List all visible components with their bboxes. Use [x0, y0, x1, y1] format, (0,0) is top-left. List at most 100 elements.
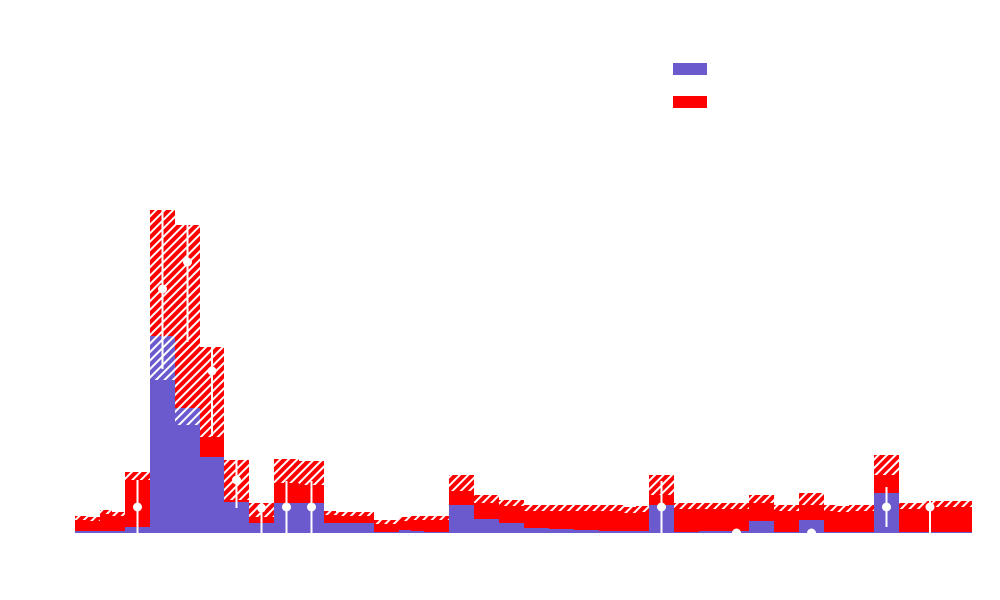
bar-segment — [949, 532, 972, 533]
uncertainty-hatch — [112, 512, 125, 516]
uncertainty-hatch — [936, 501, 949, 507]
uncertainty-hatch — [574, 505, 599, 511]
bar-segment — [774, 532, 786, 533]
bar-segment — [399, 519, 411, 530]
uncertainty-hatch — [274, 459, 299, 483]
bar-segment — [599, 508, 624, 531]
bar-segment — [786, 508, 799, 532]
uncertainty-hatch — [100, 510, 112, 514]
uncertainty-hatch — [824, 505, 836, 511]
uncertainty-hatch — [774, 505, 786, 511]
bar-segment — [499, 503, 524, 523]
bar-segment — [786, 532, 799, 533]
bar-segment — [349, 514, 361, 523]
bar-segment — [374, 532, 399, 533]
uncertainty-hatch — [349, 512, 361, 516]
uncertainty-hatch — [549, 505, 574, 511]
bar-segment — [936, 504, 949, 532]
bar-segment — [636, 509, 649, 531]
uncertainty-hatch — [749, 495, 774, 503]
bar-segment — [336, 514, 349, 523]
bar-segment — [524, 508, 549, 528]
uncertainty-hatch — [899, 503, 924, 509]
bar-segment — [112, 531, 125, 533]
legend-swatch — [673, 63, 707, 75]
bar-segment — [574, 530, 599, 533]
bar-segment — [949, 504, 972, 532]
bar-segment — [449, 505, 474, 533]
bar-segment — [100, 531, 112, 533]
bar-segment — [75, 518, 87, 531]
bar-segment — [899, 506, 924, 532]
bar-segment — [836, 532, 849, 533]
bar-segment — [474, 499, 499, 519]
bar-segment — [175, 408, 200, 533]
bar-segment — [824, 508, 836, 532]
bar-segment — [112, 514, 125, 531]
bar-segment — [549, 529, 574, 533]
uncertainty-hatch — [636, 506, 649, 512]
bar-segment — [87, 519, 100, 531]
bar-segment — [624, 510, 636, 531]
uncertainty-hatch — [874, 455, 899, 475]
uncertainty-hatch — [336, 512, 349, 516]
data-point — [307, 502, 316, 512]
data-point — [158, 284, 167, 294]
uncertainty-hatch — [849, 505, 874, 511]
data-point — [257, 503, 266, 513]
data-point — [925, 502, 935, 512]
bar-segment — [361, 523, 374, 533]
bar-segment — [424, 532, 449, 533]
bar-segment — [699, 531, 724, 533]
bar-segment — [636, 531, 649, 533]
bar-segment — [836, 509, 849, 532]
data-point — [133, 502, 142, 512]
uncertainty-hatch — [499, 500, 524, 506]
bar-segment — [324, 513, 336, 523]
bar-segment — [524, 528, 549, 533]
uncertainty-hatch — [624, 507, 636, 513]
uncertainty-hatch — [799, 493, 824, 505]
bar-segment — [100, 512, 112, 531]
bar-segment — [324, 523, 336, 533]
bar-segment — [87, 531, 100, 533]
uncertainty-hatch — [399, 517, 411, 521]
bar-segment — [499, 523, 524, 533]
bar-segment — [749, 499, 774, 521]
bar-segment — [674, 532, 699, 533]
bar-segment — [574, 508, 599, 530]
uncertainty-hatch — [125, 472, 150, 480]
uncertainty-hatch — [599, 505, 624, 511]
bar-segment — [411, 531, 424, 533]
data-point — [282, 502, 291, 512]
bar-segment — [824, 532, 836, 533]
data-point — [807, 528, 816, 538]
bar-segment — [474, 519, 499, 533]
uncertainty-hatch — [724, 503, 749, 509]
bar-segment — [724, 506, 749, 531]
uncertainty-hatch — [87, 517, 100, 521]
uncertainty-hatch — [75, 516, 87, 520]
uncertainty-hatch — [361, 512, 374, 516]
bar-segment — [361, 514, 374, 523]
bar-segment — [411, 518, 424, 531]
uncertainty-hatch — [411, 516, 424, 520]
uncertainty-hatch — [474, 495, 499, 503]
uncertainty-hatch — [374, 520, 399, 524]
bar-segment — [749, 521, 774, 533]
bar-segment — [936, 532, 949, 533]
uncertainty-hatch — [324, 511, 336, 515]
uncertainty-hatch — [699, 503, 724, 509]
bar-segment — [849, 532, 874, 533]
bar-segment — [674, 506, 699, 532]
legend-swatch — [673, 96, 707, 108]
bar-segment — [374, 522, 399, 532]
legend — [673, 63, 707, 108]
data-point — [657, 502, 666, 512]
uncertainty-hatch — [949, 501, 972, 507]
uncertainty-hatch — [449, 475, 474, 491]
data-point — [207, 366, 217, 376]
bar-segment — [599, 531, 624, 533]
bar-segment — [799, 520, 824, 533]
